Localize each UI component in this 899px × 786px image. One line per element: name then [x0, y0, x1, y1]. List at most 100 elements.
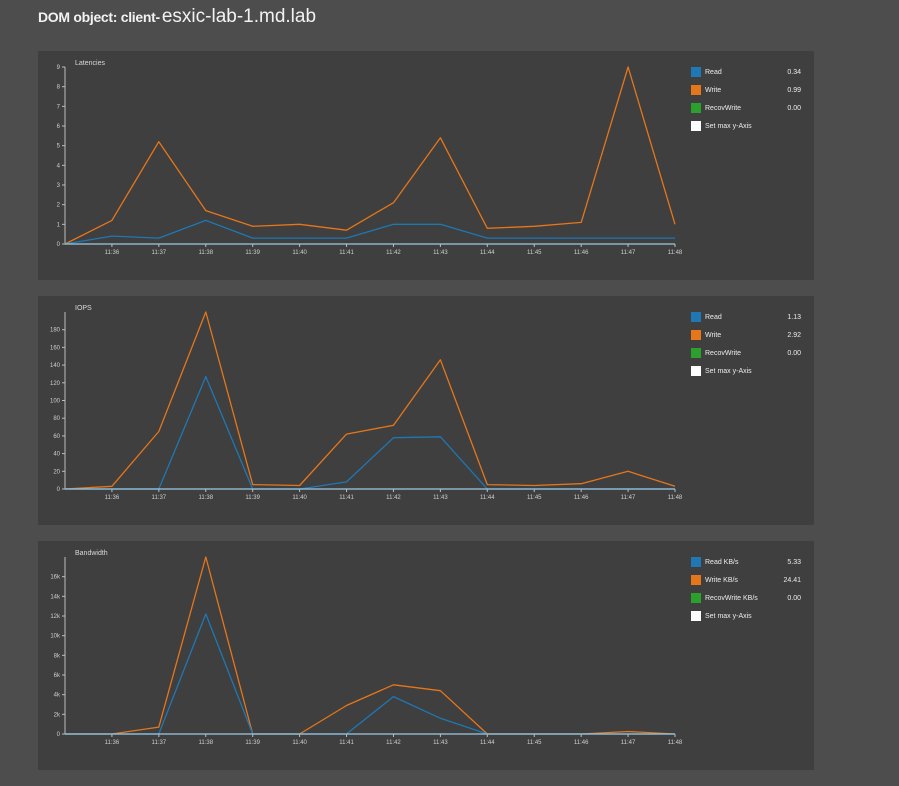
x-tick-label: 11:45 [527, 740, 542, 746]
legend-value: 2.92 [787, 332, 801, 339]
legend-item-write[interactable]: Write 0.99 [691, 84, 801, 102]
legend-item-write[interactable]: Write KB/s 24.41 [691, 574, 801, 592]
legend-label: Set max y-Axis [705, 123, 752, 130]
x-tick-label: 11:44 [480, 740, 495, 746]
y-tick-label: 12k [50, 614, 61, 620]
legend-value: 1.13 [787, 314, 801, 321]
y-tick-label: 10k [50, 634, 61, 640]
legend-label: Read KB/s [705, 559, 739, 566]
set-max-y-axis-button[interactable]: Set max y-Axis [691, 610, 801, 628]
series-line-write-kb-s [65, 556, 676, 735]
legend-label: Read [705, 69, 722, 76]
x-tick-label: 11:39 [245, 250, 260, 256]
y-tick-label: 7 [57, 104, 61, 110]
recovwrite-swatch [691, 348, 701, 358]
legend-label: Write [705, 87, 722, 94]
y-tick-label: 4k [54, 693, 61, 699]
legend-value: 0.00 [787, 105, 801, 112]
legend-value: 24.41 [783, 577, 801, 584]
x-tick-label: 11:37 [152, 250, 167, 256]
y-tick-label: 120 [50, 381, 61, 387]
y-tick-label: 80 [53, 416, 60, 422]
bandwidth-chart: 0 2k 4k 6k 8k 10k 12k 14k 16k 11:36 11:37 11:38 11:3… [50, 556, 683, 746]
legend-item-write[interactable]: Write 2.92 [691, 329, 801, 347]
legend-item-read[interactable]: Read 0.34 [691, 66, 801, 84]
set-max-swatch [691, 611, 701, 621]
series-line-read-kb-s [65, 613, 675, 735]
legend: Read 1.13 Write 2.92 RecovWrite 0.00 Set… [691, 311, 801, 383]
x-tick-label: 11:41 [339, 495, 354, 501]
y-tick-label: 100 [50, 399, 61, 405]
legend-value: 0.99 [787, 87, 801, 94]
x-tick-label: 11:40 [292, 740, 307, 746]
series-line-read [64, 219, 675, 245]
x-tick-label: 11:47 [621, 740, 636, 746]
x-tick-label: 11:44 [480, 250, 495, 256]
set-max-y-axis-button[interactable]: Set max y-Axis [691, 365, 801, 383]
legend-value: 0.34 [787, 69, 801, 76]
set-max-y-axis-button[interactable]: Set max y-Axis [691, 120, 801, 138]
legend-item-read[interactable]: Read KB/s 5.33 [691, 556, 801, 574]
x-tick-label: 11:46 [574, 495, 589, 501]
recovwrite-swatch [691, 103, 701, 113]
legend-item-recovwrite[interactable]: RecovWrite 0.00 [691, 102, 801, 120]
panel-title: IOPS [75, 305, 92, 312]
x-tick-label: 11:47 [621, 250, 636, 256]
read-swatch [691, 312, 701, 322]
read-swatch [691, 557, 701, 567]
y-tick-label: 8k [54, 653, 61, 659]
x-tick-label: 11:40 [292, 495, 307, 501]
page-title-host: esxic-lab-1.md.lab [161, 6, 317, 27]
y-tick-label: 160 [50, 345, 61, 351]
legend-label: Write KB/s [705, 577, 738, 584]
legend-label: Read [705, 314, 722, 321]
x-tick-label: 11:42 [386, 250, 401, 256]
y-tick-label: 5 [57, 144, 61, 150]
legend-item-recovwrite[interactable]: RecovWrite 0.00 [691, 347, 801, 365]
x-tick-label: 11:36 [105, 495, 120, 501]
x-tick-label: 11:48 [668, 740, 683, 746]
page-title-prefix: DOM object: client- [38, 9, 160, 25]
panel-title: Bandwidth [75, 550, 108, 557]
y-tick-label: 2 [57, 203, 61, 209]
x-tick-label: 11:39 [245, 740, 260, 746]
y-tick-label: 180 [50, 328, 61, 334]
legend-item-read[interactable]: Read 1.13 [691, 311, 801, 329]
x-tick-label: 11:47 [621, 495, 636, 501]
y-tick-label: 14k [50, 594, 61, 600]
y-tick-label: 16k [50, 575, 61, 581]
legend-item-recovwrite[interactable]: RecovWrite KB/s 0.00 [691, 592, 801, 610]
x-tick-label: 11:37 [152, 495, 167, 501]
write-swatch [691, 330, 701, 340]
y-tick-label: 8 [57, 85, 61, 91]
x-tick-label: 11:45 [527, 495, 542, 501]
x-tick-label: 11:36 [105, 740, 120, 746]
x-tick-label: 11:36 [105, 250, 120, 256]
y-tick-label: 9 [57, 65, 61, 71]
series-line-read [65, 375, 675, 490]
legend-label: Set max y-Axis [705, 613, 752, 620]
x-tick-label: 11:43 [433, 495, 448, 501]
set-max-swatch [691, 121, 701, 131]
y-tick-label: 1 [57, 222, 61, 228]
recovwrite-swatch [691, 593, 701, 603]
x-tick-label: 11:40 [292, 250, 307, 256]
legend-label: Write [705, 332, 722, 339]
y-tick-label: 0 [57, 242, 61, 248]
legend-label: RecovWrite [705, 350, 742, 357]
x-tick-label: 11:41 [339, 740, 354, 746]
y-tick-label: 40 [53, 452, 60, 458]
y-tick-label: 0 [57, 732, 61, 738]
read-swatch [691, 67, 701, 77]
page-title: DOM object: client-esxic-lab-1.md.lab [38, 6, 316, 28]
x-tick-label: 11:38 [198, 495, 213, 501]
x-tick-label: 11:48 [668, 250, 683, 256]
x-tick-label: 11:42 [386, 740, 401, 746]
x-tick-label: 11:38 [198, 250, 213, 256]
x-tick-label: 11:43 [433, 740, 448, 746]
y-tick-label: 2k [54, 712, 61, 718]
latencies-chart: 0 1 2 3 4 5 6 7 8 9 11:36 11:37 11:38 11:39 11:40 11:41… [57, 65, 683, 256]
legend-value: 0.00 [787, 350, 801, 357]
legend-label: RecovWrite [705, 105, 742, 112]
legend: Read KB/s 5.33 Write KB/s 24.41 RecovWri… [691, 556, 801, 628]
